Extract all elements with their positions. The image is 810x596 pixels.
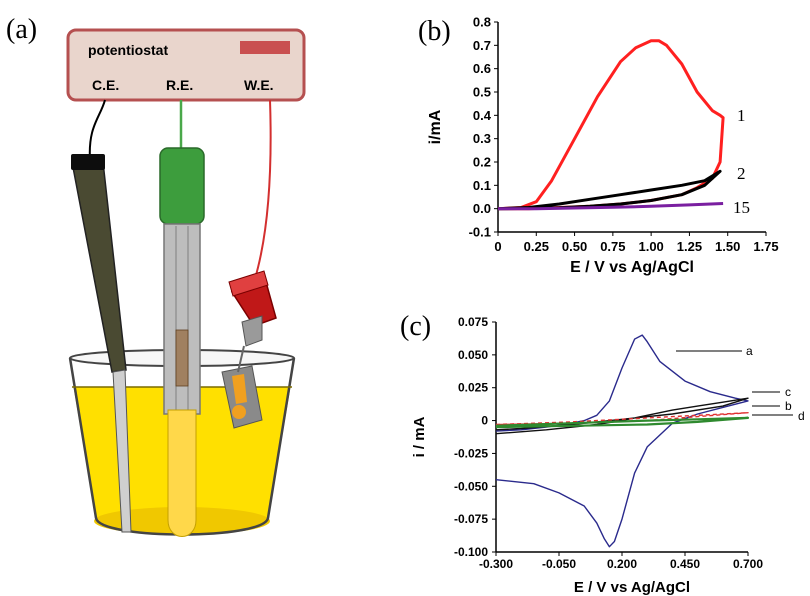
ce-terminal-label: C.E. [92, 77, 119, 93]
potentiostat-indicator [240, 41, 290, 54]
ce-cap [71, 154, 105, 170]
ce-rod [112, 369, 132, 533]
chart-b-x-tick-label: 1.50 [715, 239, 740, 254]
chart-b-y-tick-label: 0.2 [473, 155, 491, 170]
curve-label-d: d [798, 409, 805, 423]
we-cap-top [228, 270, 269, 297]
re-tip [167, 409, 197, 537]
chart-c-series [495, 334, 750, 548]
chart-b-x-tick-label: 1.25 [677, 239, 702, 254]
curve-label-c: c [785, 385, 791, 399]
curve-label-a: a [746, 344, 753, 358]
chart-c-series-a [495, 334, 749, 548]
we-terminal-label: W.E. [244, 77, 274, 93]
chart-b-x-tick-label: 0.75 [600, 239, 625, 254]
ce-wire [88, 99, 106, 161]
chart-b-y-tick-label: 0.5 [473, 85, 491, 100]
chart-b-x-tick-label: 1.00 [638, 239, 663, 254]
chart-b-y-tick-label: 0.4 [473, 108, 492, 123]
chart-c-x-tick-label: 0.200 [607, 557, 637, 571]
we-strip-disc [232, 405, 246, 419]
we-clip [237, 345, 245, 373]
chart-b-x-tick-label: 0.25 [524, 239, 549, 254]
chart-c-y-tick-label: -0.025 [454, 446, 488, 460]
chart-b-ticks: -0.1 0.0 0.1 0.2 0.3 0.4 0.5 0.6 0.7 0.8 0 0.25 0.50… [469, 15, 779, 255]
chart-c-y-tick-label: 0.050 [458, 348, 488, 362]
chart-c-series-d [495, 416, 750, 429]
chart-b-x-tick-label: 1.75 [753, 239, 778, 254]
chart-b-axes [497, 22, 766, 233]
curve-label-2: 2 [737, 164, 746, 183]
chart-c-xlabel: E / V vs Ag/AgCl [574, 579, 690, 596]
chart-c-y-tick-label: -0.050 [454, 479, 488, 493]
curve-label-b: b [785, 399, 792, 413]
chart-b-y-tick-label: 0.3 [473, 131, 491, 146]
chart-c-y-tick-label: 0.075 [458, 315, 488, 329]
we-connector [241, 315, 263, 347]
chart-c-series-b [495, 412, 749, 426]
chart-b-y-tick-label: 0.7 [473, 38, 491, 53]
counter-electrode [71, 154, 132, 533]
chart-b-y-tick-label: 0.0 [473, 201, 491, 216]
we-wire [253, 99, 272, 283]
re-cap [159, 147, 205, 225]
chart-c-y-tick-label: -0.100 [454, 545, 488, 559]
re-frit [175, 329, 189, 387]
chart-c-x-tick-label: -0.050 [542, 557, 576, 571]
reference-electrode [159, 147, 205, 537]
chart-b-series [497, 39, 725, 211]
chart-b-xlabel: E / V vs Ag/AgCl [570, 259, 694, 276]
panel-a: (a) potentiostat C.E. R.E. W.E. [6, 14, 306, 537]
re-terminal-label: R.E. [166, 77, 193, 93]
chart-b-y-tick-label: 0.8 [473, 15, 491, 30]
chart-c-x-tick-label: 0.700 [733, 557, 763, 571]
chart-c-x-tick-label: 0.450 [670, 557, 700, 571]
curve-label-15: 15 [733, 198, 750, 217]
chart-b-y-tick-label: 0.1 [473, 178, 491, 193]
potentiostat-label: potentiostat [88, 42, 168, 58]
chart-c-y-tick-label: -0.075 [454, 512, 488, 526]
chart-c-x-tick-label: -0.300 [479, 557, 513, 571]
chart-b-series-15 [498, 202, 724, 211]
panel-b: (b) -0.1 0.0 0.1 0.2 0.3 0.4 0.5 0.6 0.7 0.8 0 0.25… [418, 15, 779, 277]
chart-c-y-tick-label: 0.025 [458, 381, 488, 395]
panel-c: (c) 0.075 0.050 0.025 0 -0.025 -0.050 -0.075 -0… [400, 311, 805, 596]
ce-body [71, 161, 127, 373]
working-electrode [221, 270, 277, 429]
chart-b-x-tick-label: 0 [494, 239, 501, 254]
chart-b-y-tick-label: -0.1 [469, 225, 491, 240]
chart-c-y-tick-label: 0 [481, 414, 488, 428]
we-strip-lead [232, 374, 247, 404]
chart-b-x-tick-label: 0.50 [562, 239, 587, 254]
panel-a-label: (a) [6, 14, 37, 45]
panel-b-label: (b) [418, 16, 451, 47]
chart-c-ticks: 0.075 0.050 0.025 0 -0.025 -0.050 -0.075 -0.100… [454, 315, 763, 571]
curve-label-1: 1 [737, 106, 746, 125]
panel-c-label: (c) [400, 311, 431, 342]
chart-c-ylabel: i / mA [411, 416, 428, 457]
chart-b-y-tick-label: 0.6 [473, 61, 491, 76]
chart-b-ylabel: i/mA [427, 109, 444, 144]
